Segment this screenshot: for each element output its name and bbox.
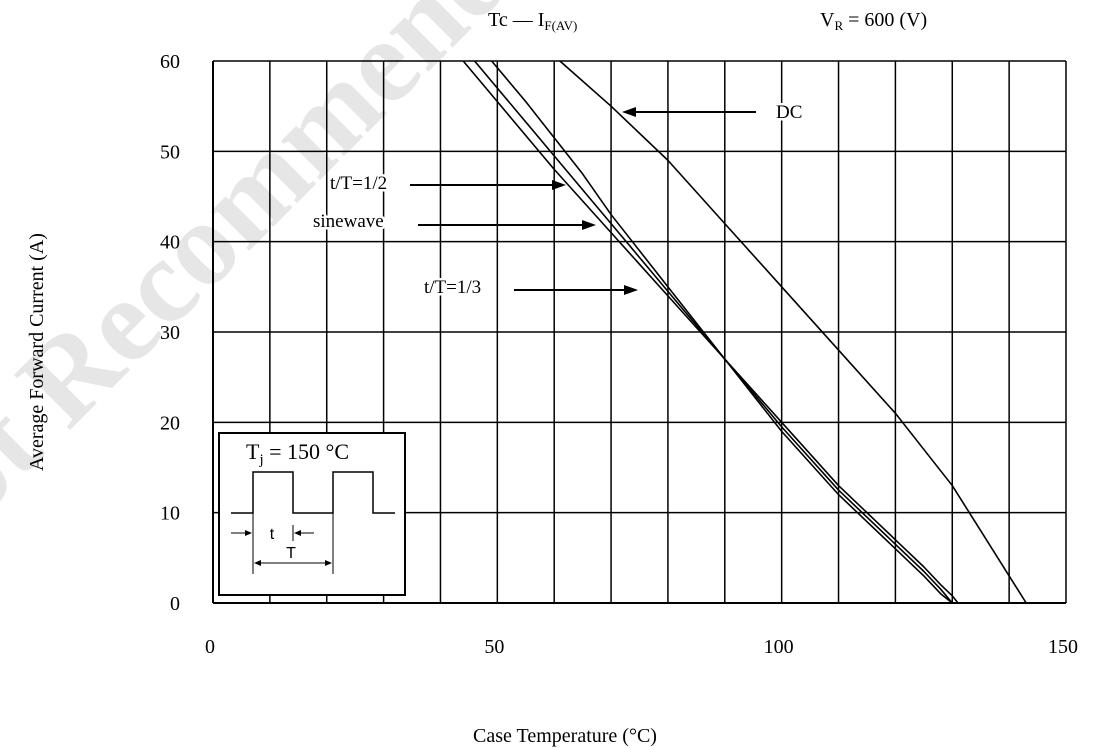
chart-title: Tc — IF(AV) — [488, 9, 577, 33]
series-line-t-t-1-3 — [462, 60, 959, 604]
inset-label-t: t — [270, 526, 275, 543]
inset-title: Tj = 150 °C — [246, 439, 349, 468]
voltage-condition: VR = 600 (V) — [820, 9, 927, 33]
annotation-label-halo-sinewave: sinewave — [313, 211, 384, 232]
annotation-label-halo-dc: DC — [776, 102, 802, 123]
annotations: DCDCt/T=1/2t/T=1/2sinewavesinewavet/T=1/… — [311, 100, 805, 301]
y-tick-label: 50 — [160, 141, 180, 163]
annotation-label-sinewave: sinewave — [313, 211, 384, 232]
annotation-label-dc: DC — [776, 102, 802, 123]
y-tick-label: 20 — [160, 412, 180, 434]
y-axis-label: Average Forward Current (A) — [26, 233, 48, 471]
tick-labels: 0 10 20 30 40 50 60 0 50 100 150 — [160, 51, 1078, 658]
x-tick-label: 150 — [1048, 636, 1078, 658]
y-tick-label: 40 — [160, 232, 180, 254]
annotation-label-halo-t-t-1-3: t/T=1/3 — [424, 277, 481, 298]
x-tick-label: 0 — [205, 636, 215, 658]
annotation-arrowhead-t-t-1-3 — [624, 285, 638, 295]
series-line-sinewave — [473, 60, 953, 604]
y-tick-label: 10 — [160, 503, 180, 525]
grid — [213, 60, 1066, 603]
inset-T-arrow-left — [254, 560, 261, 566]
y-tick-label: 60 — [160, 51, 180, 73]
inset-box: Tj = 150 °C t T — [218, 432, 406, 596]
annotation-arrowhead-t-t-1-2 — [552, 180, 566, 190]
annotation-label-t-t-1-2: t/T=1/2 — [330, 173, 387, 194]
y-tick-label: 0 — [170, 593, 180, 615]
annotation-label-t-t-1-3: t/T=1/3 — [424, 277, 481, 298]
annotation-arrowhead-sinewave — [582, 220, 596, 230]
series-line-dc — [559, 60, 1027, 604]
inset-T-arrow-right — [325, 560, 332, 566]
x-tick-label: 50 — [484, 636, 504, 658]
annotation-label-halo-t-t-1-2: t/T=1/2 — [330, 173, 387, 194]
inset-label-T: T — [286, 545, 296, 562]
inset-t-arrow-left — [245, 530, 252, 536]
axes — [212, 61, 1067, 604]
x-axis-label: Case Temperature (°C) — [473, 725, 657, 747]
curves — [462, 60, 1027, 604]
x-tick-label: 100 — [764, 636, 794, 658]
inset-t-arrow-right — [294, 530, 301, 536]
annotation-arrowhead-dc — [622, 107, 636, 117]
inset-pulse-waveform — [231, 471, 395, 514]
y-tick-label: 30 — [160, 322, 180, 344]
